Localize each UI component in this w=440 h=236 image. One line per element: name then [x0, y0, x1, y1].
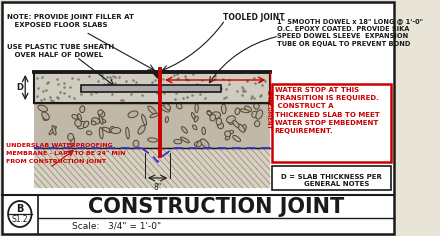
Text: USE PLASTIC TUBE SHEATH: USE PLASTIC TUBE SHEATH — [7, 44, 114, 50]
Ellipse shape — [110, 126, 114, 132]
Ellipse shape — [75, 120, 81, 126]
Ellipse shape — [111, 127, 121, 134]
Ellipse shape — [228, 131, 234, 134]
Text: MEMBRANE - LAPS TO BE 24" MIN: MEMBRANE - LAPS TO BE 24" MIN — [6, 151, 126, 156]
Ellipse shape — [202, 127, 205, 135]
Text: EMBEDMENT: EMBEDMENT — [265, 90, 270, 130]
Ellipse shape — [103, 127, 112, 133]
Ellipse shape — [86, 131, 92, 135]
Ellipse shape — [83, 121, 89, 127]
Ellipse shape — [77, 114, 81, 120]
Ellipse shape — [91, 121, 96, 125]
Ellipse shape — [256, 110, 263, 119]
Bar — [2, 2, 395, 195]
Text: D: D — [16, 83, 23, 92]
Ellipse shape — [77, 121, 86, 129]
Ellipse shape — [174, 139, 182, 144]
Ellipse shape — [128, 111, 138, 118]
Text: EXPOSED FLOOR SLABS: EXPOSED FLOOR SLABS — [7, 22, 108, 28]
Ellipse shape — [52, 126, 56, 135]
Ellipse shape — [98, 110, 103, 115]
Ellipse shape — [42, 112, 49, 120]
Ellipse shape — [176, 103, 182, 109]
Text: NOTE: PROVIDE JOINT FILLER AT: NOTE: PROVIDE JOINT FILLER AT — [7, 14, 134, 20]
Ellipse shape — [254, 103, 259, 109]
Text: 1" SMOOTH DOWEL x 18" LONG @ 1'-0"
O.C. EPOXY COATED. PROVIDE SIKA
SPEED DOWEL S: 1" SMOOTH DOWEL x 18" LONG @ 1'-0" O.C. … — [277, 18, 423, 47]
Ellipse shape — [197, 139, 204, 147]
Ellipse shape — [193, 125, 197, 130]
Ellipse shape — [217, 122, 224, 129]
Text: B: B — [16, 204, 23, 214]
Ellipse shape — [227, 116, 235, 123]
Polygon shape — [152, 72, 163, 78]
Ellipse shape — [242, 125, 246, 131]
Ellipse shape — [148, 106, 156, 114]
Ellipse shape — [237, 124, 245, 132]
Ellipse shape — [99, 118, 106, 123]
Ellipse shape — [68, 134, 73, 140]
Ellipse shape — [207, 111, 211, 115]
Ellipse shape — [133, 140, 139, 147]
Circle shape — [8, 201, 32, 227]
Ellipse shape — [252, 111, 258, 118]
Ellipse shape — [182, 127, 187, 133]
Ellipse shape — [235, 108, 240, 115]
Text: Scale:   3/4" = 1'-0": Scale: 3/4" = 1'-0" — [72, 222, 161, 231]
Ellipse shape — [126, 127, 129, 139]
Ellipse shape — [99, 116, 103, 124]
Ellipse shape — [165, 117, 169, 123]
Ellipse shape — [180, 137, 189, 143]
Ellipse shape — [210, 114, 216, 121]
Bar — [34, 72, 270, 103]
Ellipse shape — [70, 137, 74, 147]
Ellipse shape — [191, 113, 195, 119]
Ellipse shape — [245, 106, 252, 112]
Text: D = SLAB THICKNESS PER: D = SLAB THICKNESS PER — [281, 174, 382, 180]
Text: OVER HALF OF DOWEL: OVER HALF OF DOWEL — [7, 52, 103, 58]
Bar — [272, 84, 391, 162]
Ellipse shape — [225, 131, 231, 137]
Ellipse shape — [161, 106, 170, 112]
Bar — [2, 195, 395, 234]
Ellipse shape — [201, 139, 209, 148]
Ellipse shape — [80, 106, 85, 113]
Bar — [272, 166, 391, 190]
Ellipse shape — [240, 109, 249, 113]
Ellipse shape — [138, 125, 145, 134]
Ellipse shape — [221, 104, 226, 114]
Text: UNDERSLAB WATERPROOFING: UNDERSLAB WATERPROOFING — [6, 143, 113, 148]
Ellipse shape — [99, 127, 103, 139]
Ellipse shape — [194, 116, 198, 122]
Ellipse shape — [38, 105, 48, 112]
Ellipse shape — [228, 118, 234, 124]
Text: FROM CONSTRUCTION JOINT: FROM CONSTRUCTION JOINT — [6, 159, 106, 164]
Ellipse shape — [195, 104, 198, 113]
Ellipse shape — [142, 114, 147, 125]
Text: WATER STOP AT THIS
TRANSITION IS REQUIRED.
 CONSTRUCT A
THICKENED SLAB TO MEET
W: WATER STOP AT THIS TRANSITION IS REQUIRE… — [275, 87, 379, 134]
Text: 8": 8" — [154, 183, 162, 192]
Ellipse shape — [194, 141, 200, 146]
Ellipse shape — [164, 103, 171, 110]
Ellipse shape — [233, 135, 241, 142]
Ellipse shape — [254, 121, 260, 127]
Ellipse shape — [233, 121, 239, 127]
Ellipse shape — [43, 115, 49, 120]
Text: GENERAL NOTES: GENERAL NOTES — [294, 181, 369, 187]
Text: S1.2: S1.2 — [11, 215, 28, 224]
Ellipse shape — [72, 114, 77, 119]
Text: TOOLED JOINT: TOOLED JOINT — [224, 13, 285, 22]
Bar — [34, 103, 270, 148]
Ellipse shape — [49, 126, 56, 135]
Ellipse shape — [211, 112, 220, 119]
Ellipse shape — [92, 118, 100, 124]
Bar — [34, 148, 270, 188]
Ellipse shape — [207, 110, 212, 116]
Ellipse shape — [225, 136, 230, 140]
Text: CONSTRUCTION JOINT: CONSTRUCTION JOINT — [88, 197, 344, 217]
Ellipse shape — [216, 118, 222, 125]
Bar — [81, 84, 221, 92]
Ellipse shape — [99, 111, 105, 117]
Ellipse shape — [150, 113, 159, 118]
Ellipse shape — [148, 138, 158, 142]
